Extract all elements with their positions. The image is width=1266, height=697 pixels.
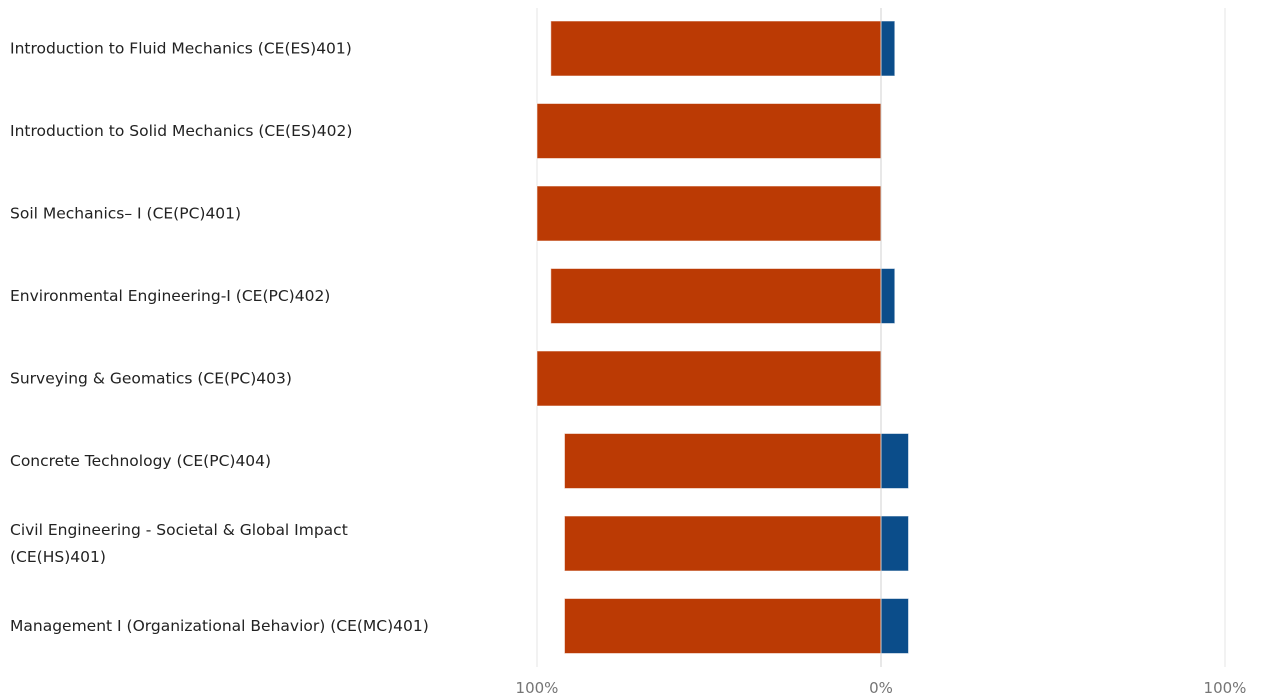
category-label-0: Introduction to Fluid Mechanics (CE(ES)4… bbox=[10, 40, 352, 58]
x-tick-label-2: 100% bbox=[1204, 679, 1247, 697]
category-label-7: Management I (Organizational Behavior) (… bbox=[10, 617, 429, 635]
bar-left-1 bbox=[536, 103, 882, 159]
bar-left-6 bbox=[564, 515, 882, 572]
bar-right-3 bbox=[880, 268, 896, 324]
category-label-5: Concrete Technology (CE(PC)404) bbox=[10, 452, 271, 470]
category-label-3: Environmental Engineering-I (CE(PC)402) bbox=[10, 287, 330, 305]
bar-right-5 bbox=[880, 433, 909, 489]
category-label-2: Soil Mechanics– I (CE(PC)401) bbox=[10, 205, 241, 223]
bar-left-4 bbox=[536, 350, 882, 407]
category-labels: Introduction to Fluid Mechanics (CE(ES)4… bbox=[10, 40, 429, 636]
bar-left-2 bbox=[536, 185, 882, 242]
bar-right-6 bbox=[880, 515, 909, 572]
category-label-1: Introduction to Solid Mechanics (CE(ES)4… bbox=[10, 122, 352, 140]
bars-layer bbox=[536, 20, 909, 654]
category-label-4: Surveying & Geomatics (CE(PC)403) bbox=[10, 370, 292, 388]
bar-left-7 bbox=[564, 598, 882, 654]
category-label-6: Civil Engineering - Societal & Global Im… bbox=[10, 521, 348, 566]
bar-right-7 bbox=[880, 598, 909, 654]
x-axis-ticks: 100% 0% 100% bbox=[516, 679, 1247, 697]
bar-left-3 bbox=[550, 268, 882, 324]
bar-right-0 bbox=[880, 20, 896, 77]
bar-left-5 bbox=[564, 433, 882, 489]
x-tick-label-1: 0% bbox=[869, 679, 893, 697]
x-tick-label-0: 100% bbox=[516, 679, 559, 697]
bar-left-0 bbox=[550, 20, 882, 77]
